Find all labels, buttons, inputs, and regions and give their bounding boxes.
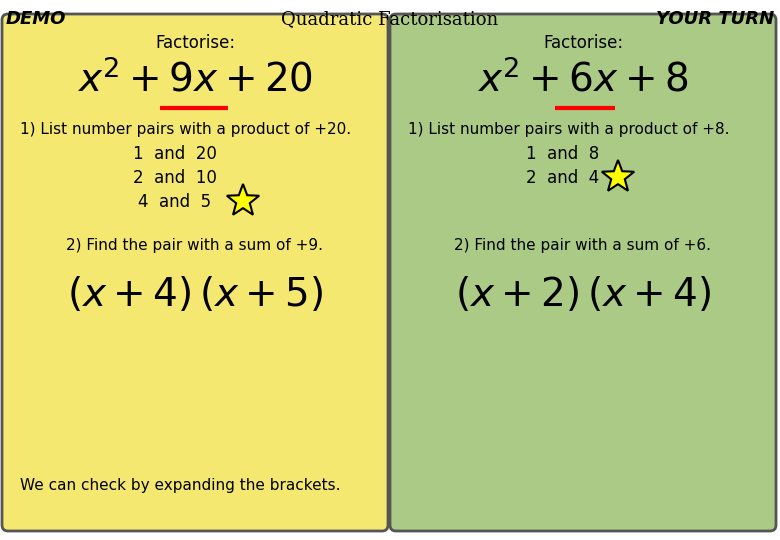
Text: 2  and  10: 2 and 10 — [133, 169, 217, 187]
Text: 1) List number pairs with a product of +8.: 1) List number pairs with a product of +… — [408, 122, 729, 137]
Text: Quadratic Factorisation: Quadratic Factorisation — [282, 10, 498, 28]
Text: 1  and  20: 1 and 20 — [133, 145, 217, 163]
Text: Factorise:: Factorise: — [155, 34, 235, 52]
Text: We can check by expanding the brackets.: We can check by expanding the brackets. — [20, 478, 341, 493]
Polygon shape — [227, 184, 259, 215]
Text: YOUR TURN: YOUR TURN — [656, 10, 774, 28]
Text: $( x  + 2 )\,( x  + 4 )$: $( x + 2 )\,( x + 4 )$ — [455, 275, 711, 314]
Text: 2) Find the pair with a sum of +6.: 2) Find the pair with a sum of +6. — [455, 238, 711, 253]
Text: Factorise:: Factorise: — [543, 34, 623, 52]
Text: 1  and  8: 1 and 8 — [526, 145, 600, 163]
FancyBboxPatch shape — [390, 14, 776, 531]
Text: 4  and  5: 4 and 5 — [138, 193, 211, 211]
Text: 1) List number pairs with a product of +20.: 1) List number pairs with a product of +… — [20, 122, 351, 137]
FancyBboxPatch shape — [2, 14, 388, 531]
Text: 2) Find the pair with a sum of +9.: 2) Find the pair with a sum of +9. — [66, 238, 324, 253]
Text: $x^{2} + 9x + 20$: $x^{2} + 9x + 20$ — [77, 60, 313, 100]
Text: $x^{2} + 6x + 8$: $x^{2} + 6x + 8$ — [477, 60, 689, 100]
Text: DEMO: DEMO — [6, 10, 66, 28]
Text: $( x  + 4 )\,( x  + 5 )$: $( x + 4 )\,( x + 5 )$ — [67, 275, 323, 314]
Polygon shape — [602, 160, 634, 191]
Text: 2  and  4: 2 and 4 — [526, 169, 600, 187]
